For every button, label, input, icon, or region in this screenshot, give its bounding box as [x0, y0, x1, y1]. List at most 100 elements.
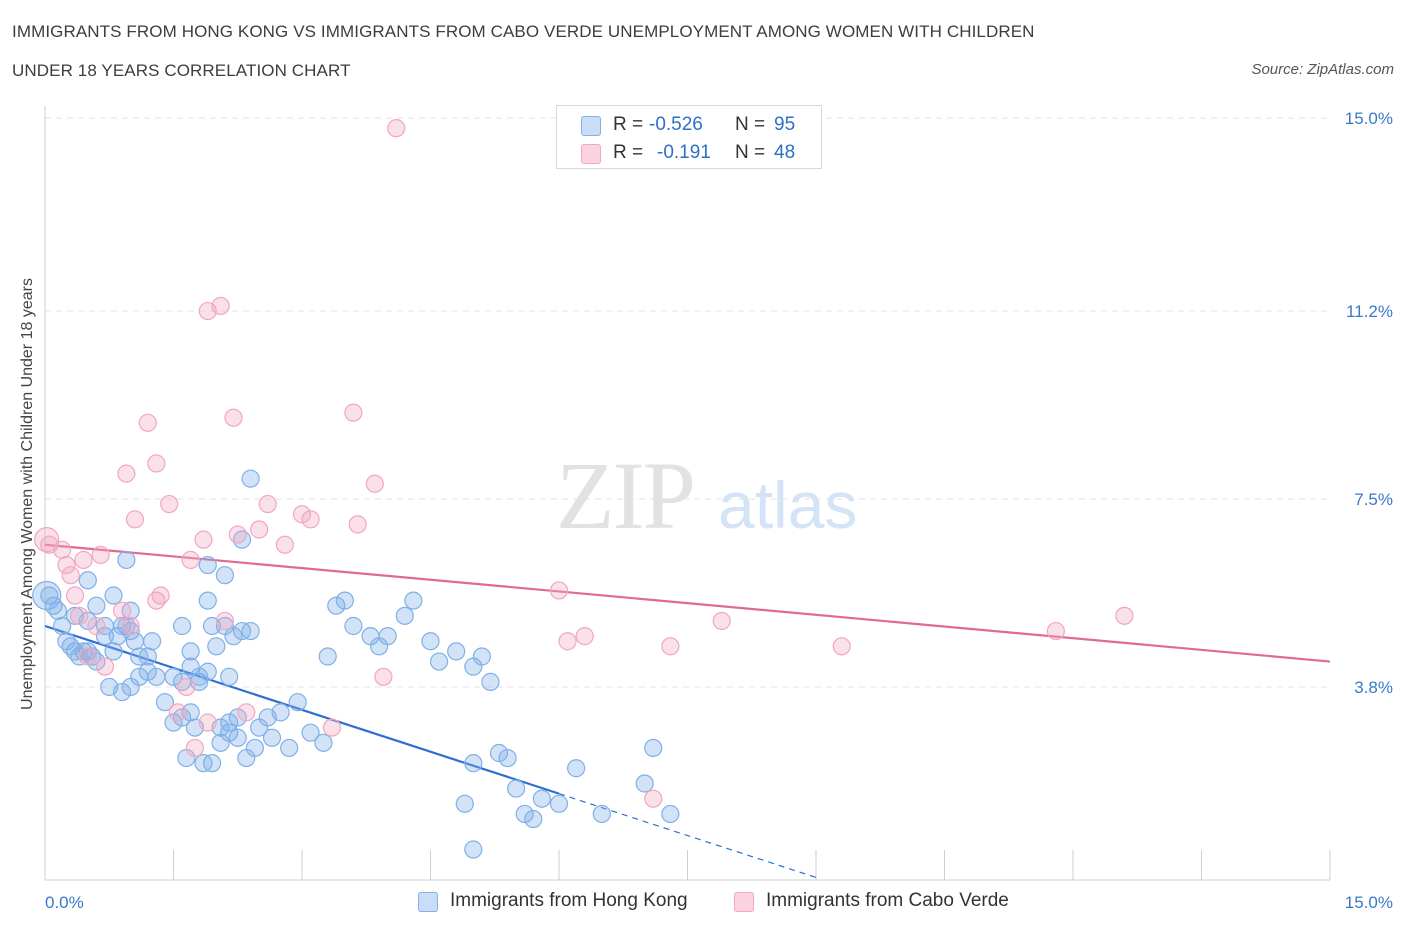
data-point-1-50: [1115, 606, 1134, 625]
data-point-0-94: [481, 672, 500, 691]
data-point-0-96: [489, 743, 509, 763]
data-point-1-46: [661, 637, 680, 656]
y-tick-label-0: 3.8%: [1354, 678, 1393, 697]
data-point-0-19: [104, 642, 123, 661]
data-point-0-80: [318, 647, 337, 666]
data-point-0-62: [220, 667, 239, 686]
data-point-1-20: [177, 677, 196, 697]
swatch-hong-kong: [581, 116, 601, 136]
data-point-1-33: [275, 535, 294, 554]
data-point-0-67: [224, 627, 243, 646]
data-point-1-39: [365, 474, 384, 493]
data-point-1-26: [211, 296, 230, 316]
data-point-0-13: [87, 652, 106, 671]
data-point-1-30: [237, 703, 256, 722]
data-point-0-59: [228, 708, 247, 727]
data-point-large-1: [34, 527, 60, 553]
data-point-0-61: [207, 637, 226, 656]
data-point-1-48: [832, 637, 851, 656]
data-point-0-65: [198, 591, 217, 610]
data-point-0-106: [635, 774, 654, 793]
data-point-1-42: [549, 581, 569, 600]
data-point-0-105: [661, 804, 680, 824]
data-point-1-14: [138, 413, 157, 432]
legend-swatch-hong-kong: [418, 892, 438, 912]
r-value: -0.526: [649, 114, 703, 135]
data-point-1-34: [292, 505, 312, 524]
data-point-1-44: [575, 627, 594, 646]
data-point-0-98: [507, 779, 526, 798]
legend-label-cabo-verde: Immigrants from Cabo Verde: [766, 890, 1009, 911]
data-point-1-11: [121, 616, 140, 636]
data-point-1-23: [198, 713, 217, 732]
data-point-0-87: [395, 606, 414, 625]
data-point-0-36: [155, 693, 175, 712]
stats-legend: R = -0.526 N = 95 R = -0.191 N = 48: [556, 105, 822, 169]
data-point-1-45: [644, 789, 663, 808]
data-point-0-30: [117, 550, 136, 570]
data-point-1-41: [387, 119, 406, 138]
n-value: 48: [774, 142, 796, 163]
data-point-0-91: [447, 642, 466, 661]
watermark: ZIP atlas: [556, 442, 857, 549]
chart-title-line-1: IMMIGRANTS FROM HONG KONG VS IMMIGRANTS …: [12, 22, 1035, 41]
y-tick-label-1: 7.5%: [1354, 490, 1393, 509]
data-points: [32, 119, 1134, 859]
data-point-0-74: [271, 703, 290, 722]
data-point-0-31: [121, 621, 140, 641]
axes: [44, 106, 1331, 881]
data-point-1-31: [250, 520, 269, 539]
r-label: R =: [613, 142, 644, 163]
data-point-1-4: [65, 586, 85, 605]
data-point-1-38: [348, 515, 367, 534]
data-point-0-83: [344, 616, 363, 636]
data-point-0-63: [198, 555, 217, 575]
data-point-0-33: [138, 647, 157, 666]
n-value: 95: [774, 114, 796, 135]
data-point-0-78: [314, 733, 333, 752]
data-point-0-79: [241, 469, 260, 488]
grid-lines: [45, 117, 1330, 688]
y-tick-label-2: 11.2%: [1346, 302, 1393, 321]
data-point-0-16: [78, 571, 97, 590]
data-point-0-107: [464, 840, 483, 859]
data-point-1-49: [1046, 621, 1065, 641]
data-point-1-7: [87, 616, 106, 636]
data-point-0-97: [498, 748, 517, 768]
data-point-0-35: [147, 667, 166, 686]
data-point-0-42: [172, 616, 192, 636]
data-point-0-102: [567, 759, 586, 778]
data-point-1-43: [558, 632, 577, 651]
data-point-1-27: [215, 611, 234, 631]
data-point-0-86: [378, 627, 397, 646]
data-point-1-5: [70, 606, 89, 625]
data-point-1-12: [117, 464, 136, 483]
data-point-0-82: [335, 591, 354, 610]
data-point-1-29: [228, 525, 247, 544]
data-point-0-29: [138, 662, 157, 681]
data-point-0-43: [181, 642, 200, 661]
data-point-0-101: [549, 794, 569, 813]
data-point-0-109: [455, 794, 474, 813]
data-point-1-32: [258, 494, 277, 514]
trend-line-extension-0: [558, 793, 817, 879]
data-point-1-28: [224, 408, 243, 427]
data-point-0-41: [198, 662, 217, 681]
data-point-0-81: [327, 596, 346, 615]
data-point-1-36: [322, 718, 342, 737]
data-point-1-16: [160, 494, 179, 514]
swatch-cabo-verde: [581, 144, 601, 164]
data-point-0-0: [40, 586, 59, 605]
data-point-1-24: [185, 738, 205, 758]
data-point-1-13: [125, 510, 145, 529]
data-point-0-103: [592, 804, 611, 824]
data-point-0-77: [301, 723, 320, 742]
data-point-0-76: [288, 693, 307, 712]
watermark-atlas: atlas: [718, 468, 857, 542]
data-point-0-88: [404, 591, 423, 610]
data-point-0-51: [202, 754, 222, 773]
legend-label-hong-kong: Immigrants from Hong Kong: [450, 890, 688, 911]
data-point-0-90: [429, 652, 449, 671]
data-point-1-22: [194, 530, 213, 549]
